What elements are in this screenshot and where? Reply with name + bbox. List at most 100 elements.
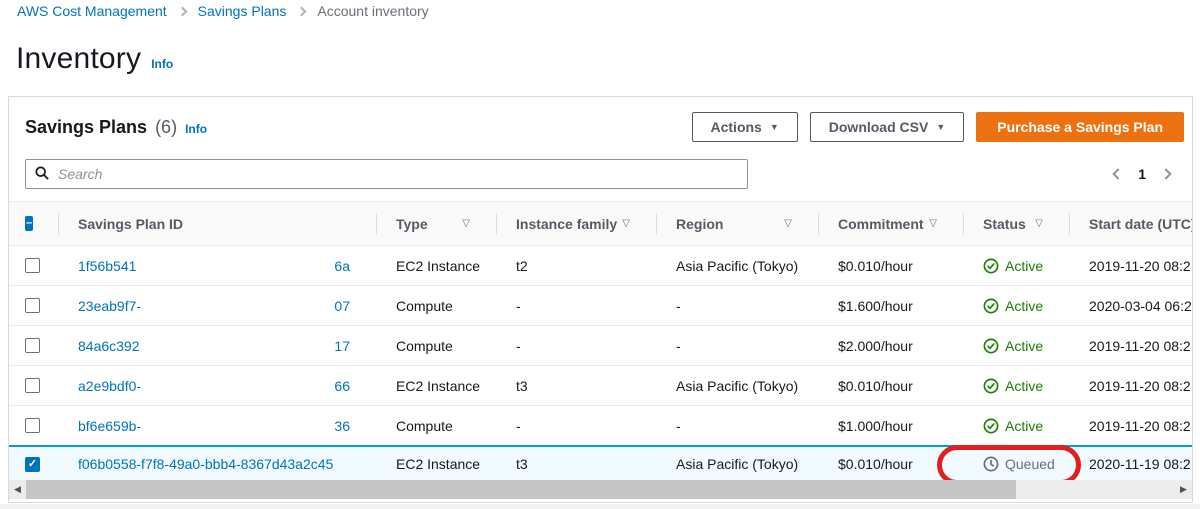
row-region-cell: - [676,417,681,434]
purchase-savings-plan-button[interactable]: Purchase a Savings Plan [976,112,1184,142]
row-start-date-cell: 2019-11-20 08:2 [1089,377,1191,394]
column-header-region[interactable]: Region ▽ [656,202,818,245]
panel-title-group: Savings Plans (6) Info [25,117,207,138]
column-label: Commitment [838,215,924,232]
savings-plan-id-link[interactable]: 84a6c392 [78,337,140,354]
savings-plan-id-suffix[interactable]: 36 [334,417,350,434]
status-active-icon [983,338,999,354]
savings-plan-id-suffix[interactable]: 07 [334,297,350,314]
actions-button[interactable]: Actions ▼ [691,112,798,142]
chevron-right-icon [296,6,307,16]
row-instance-family-cell: t3 [516,377,528,394]
scroll-left-arrow-icon[interactable]: ◀ [9,480,26,499]
row-region-cell: Asia Pacific (Tokyo) [676,257,799,274]
table-row: bf6e659b- 36 Compute - - $1.000/hour Act… [9,405,1192,445]
status-label: Active [1005,377,1044,394]
next-page-button[interactable] [1160,168,1172,180]
row-type-cell: EC2 Instance [396,456,481,472]
row-status-cell: Active [963,338,1069,354]
row-status-cell: Active [963,378,1069,394]
row-checkbox[interactable] [25,258,40,273]
row-checkbox[interactable] [25,298,40,313]
column-header-type[interactable]: Type ▽ [376,202,496,245]
horizontal-scrollbar[interactable]: ◀ ▶ [9,480,1192,499]
status-active-icon [983,298,999,314]
scroll-right-arrow-icon[interactable]: ▶ [1175,480,1192,499]
row-type-cell: EC2 Instance [396,257,481,274]
header-select-cell: – [9,202,58,245]
row-commitment-cell: $1.000/hour [838,417,913,434]
row-checkbox[interactable] [25,338,40,353]
row-start-date-cell: 2019-11-20 08:2 [1089,337,1191,354]
column-label: Region [676,215,724,232]
table-row: a2e9bdf0- 66 EC2 Instance t3 Asia Pacifi… [9,365,1192,405]
row-select-cell: ✓ [9,456,58,472]
sort-icon: ▽ [462,218,470,229]
breadcrumb-link-savings-plans[interactable]: Savings Plans [197,3,287,19]
panel-header: Savings Plans (6) Info Actions ▼ Downloa… [9,97,1192,145]
row-savings-plan-id-cell: f06b0558-f7f8-49a0-bbb4-8367d43a2c45 [58,456,376,472]
savings-plan-id-link[interactable]: 1f56b541 [78,257,137,274]
row-checkbox[interactable]: ✓ [25,456,40,472]
column-label: Type [396,215,428,232]
savings-plan-id-link[interactable]: a2e9bdf0- [78,377,142,394]
row-instance-family-cell: t3 [516,456,528,472]
previous-page-button[interactable] [1112,168,1124,180]
row-savings-plan-id-cell: a2e9bdf0- 66 [58,378,376,394]
row-region-cell: Asia Pacific (Tokyo) [676,377,799,394]
download-csv-button[interactable]: Download CSV ▼ [809,112,965,142]
row-select-cell [9,378,58,393]
savings-plan-id-suffix[interactable]: 66 [334,377,350,394]
header-buttons: Actions ▼ Download CSV ▼ Purchase a Savi… [691,112,1184,142]
row-savings-plan-id-cell: bf6e659b- 36 [58,418,376,434]
row-region-cell: - [676,297,681,314]
table-body: 1f56b541 6a EC2 Instance t2 Asia Pacific… [9,245,1192,483]
breadcrumb-current: Account inventory [317,3,429,19]
select-all-checkbox[interactable]: – [25,216,34,231]
current-page-number[interactable]: 1 [1138,166,1146,182]
page-info-link[interactable]: Info [151,57,174,71]
panel-info-link[interactable]: Info [185,121,208,136]
savings-plan-id-suffix[interactable]: 17 [334,337,350,354]
column-header-commitment[interactable]: Commitment ▽ [818,202,963,245]
page-title-row: Inventory Info [16,42,173,76]
sort-icon: ▽ [622,218,630,229]
column-label: Status [983,215,1026,232]
sort-icon: ▽ [1035,218,1043,229]
savings-plan-id-link[interactable]: f06b0558-f7f8-49a0-bbb4-8367d43a2c45 [78,456,334,472]
search-input[interactable] [25,159,748,189]
row-start-date-cell: 2019-11-20 08:2 [1089,417,1191,434]
row-commitment-cell: $2.000/hour [838,337,913,354]
row-status-cell: Queued [963,456,1069,472]
column-header-start-date[interactable]: Start date (UTC) [1069,202,1192,245]
savings-plan-id-link[interactable]: 23eab9f7- [78,297,142,314]
status-label: Queued [1005,456,1055,472]
status-active-icon [983,418,999,434]
pagination: 1 [1112,166,1184,182]
row-savings-plan-id-cell: 1f56b541 6a [58,258,376,274]
column-header-savings-plan-id[interactable]: Savings Plan ID [58,202,376,245]
row-checkbox[interactable] [25,418,40,433]
status-active-icon [983,378,999,394]
breadcrumb-link-cost-management[interactable]: AWS Cost Management [17,3,167,19]
scrollbar-thumb[interactable] [26,480,1016,499]
row-select-cell [9,258,58,273]
search-box [25,159,748,189]
savings-plan-id-link[interactable]: bf6e659b- [78,417,142,434]
row-commitment-cell: $1.600/hour [838,297,913,314]
sort-icon: ▽ [929,218,937,229]
table-row: 84a6c392 17 Compute - - $2.000/hour Acti… [9,325,1192,365]
row-commitment-cell: $0.010/hour [838,257,913,274]
panel-title: Savings Plans [25,116,148,137]
caret-down-icon: ▼ [769,121,779,132]
column-header-status[interactable]: Status ▽ [963,202,1069,245]
savings-plan-id-suffix[interactable]: 6a [334,257,350,274]
column-label: Instance family [516,215,618,232]
panel-count: (6) [155,116,178,137]
row-type-cell: Compute [396,337,453,354]
purchase-button-label: Purchase a Savings Plan [997,119,1163,135]
page-title: Inventory [16,42,142,75]
column-header-instance-family[interactable]: Instance family ▽ [496,202,656,245]
row-checkbox[interactable] [25,378,40,393]
status-queued-icon [983,456,999,472]
